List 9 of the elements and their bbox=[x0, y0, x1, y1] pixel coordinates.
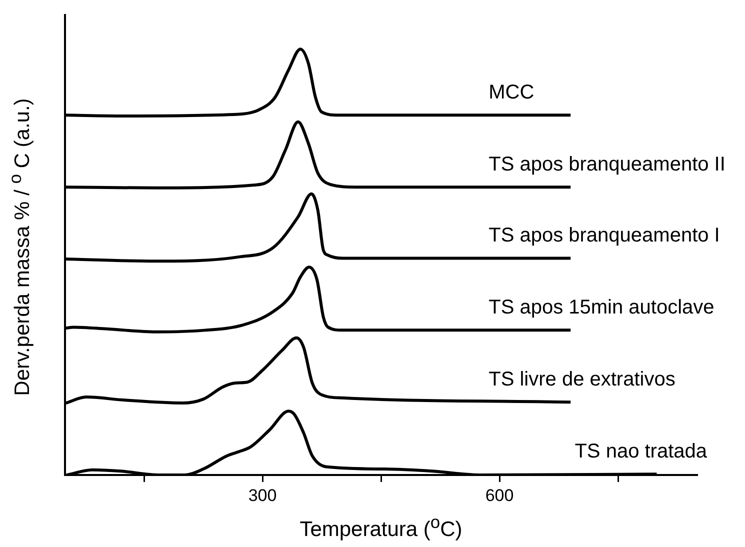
series-label: MCC bbox=[488, 82, 534, 104]
series-label: TS apos branqueamento I bbox=[488, 224, 720, 247]
series-label: TS livre de extrativos bbox=[488, 368, 676, 391]
x-tick-label: 600 bbox=[485, 486, 514, 505]
series-label: TS apos 15min autoclave bbox=[488, 296, 714, 319]
x-tick-label: 300 bbox=[248, 486, 277, 505]
x-axis-title: Temperatura ($^{o}$C) bbox=[298, 512, 464, 542]
series-label: TS apos branqueamento II bbox=[488, 154, 726, 176]
series-label: TS nao tratada bbox=[574, 440, 708, 463]
